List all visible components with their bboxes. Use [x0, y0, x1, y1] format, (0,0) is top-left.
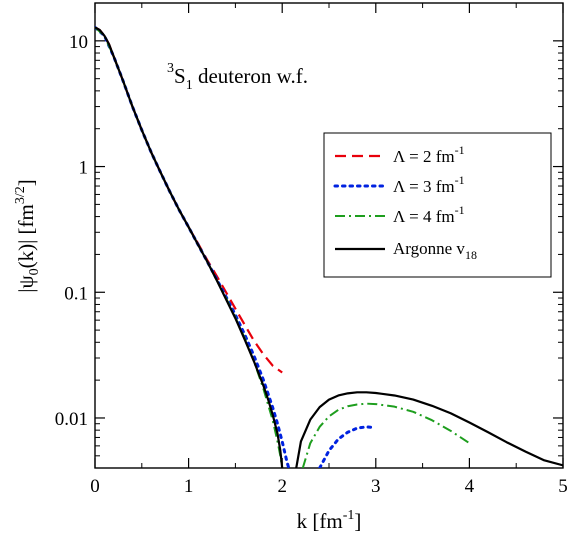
legend-label-lambda2: Λ = 2 fm-1 — [393, 143, 465, 166]
series-line-2-seg-1 — [301, 402, 470, 468]
y-tick-label: 0.1 — [64, 283, 88, 304]
x-tick-label: 5 — [558, 476, 568, 497]
legend-label-argonne: Argonne v18 — [393, 239, 477, 262]
annotation-sub: 1 — [186, 78, 193, 93]
series-line-1-seg-1 — [318, 425, 376, 468]
series-line-2-seg-0 — [95, 26, 284, 468]
series-line-3-seg-1 — [295, 391, 563, 468]
axis-ticks: 0 1 2 3 4 5 0.01 0.1 1 10 — [55, 3, 568, 497]
x-tick-label: 3 — [371, 476, 381, 497]
annotation-main: S — [174, 64, 186, 88]
x-tick-label: 1 — [184, 476, 194, 497]
legend: Λ = 2 fm-1 Λ = 3 fm-1 Λ = 4 fm-1 Argonne… — [323, 132, 552, 278]
annotation-label: 3S1 deuteron w.f. — [167, 61, 308, 93]
x-tick-label: 4 — [465, 476, 475, 497]
annotation-sup: 3 — [167, 61, 174, 76]
y-tick-label: 0.01 — [55, 409, 88, 430]
series-line-0-seg-0 — [95, 26, 283, 374]
legend-label-lambda3: Λ = 3 fm-1 — [393, 173, 465, 196]
x-axis-title: k [fm-1] — [297, 508, 362, 533]
series-line-1-seg-0 — [95, 25, 291, 468]
series-layer — [95, 25, 563, 468]
series-line-3-seg-0 — [95, 26, 284, 468]
annotation-rest: deuteron w.f. — [193, 64, 308, 88]
x-tick-label: 0 — [90, 476, 100, 497]
y-tick-label: 10 — [69, 32, 88, 53]
y-tick-label: 1 — [79, 158, 89, 179]
y-axis-title: |ψ0(k)| [fm3/2] — [13, 179, 42, 293]
x-tick-label: 2 — [277, 476, 287, 497]
legend-label-lambda4: Λ = 4 fm-1 — [393, 203, 465, 226]
